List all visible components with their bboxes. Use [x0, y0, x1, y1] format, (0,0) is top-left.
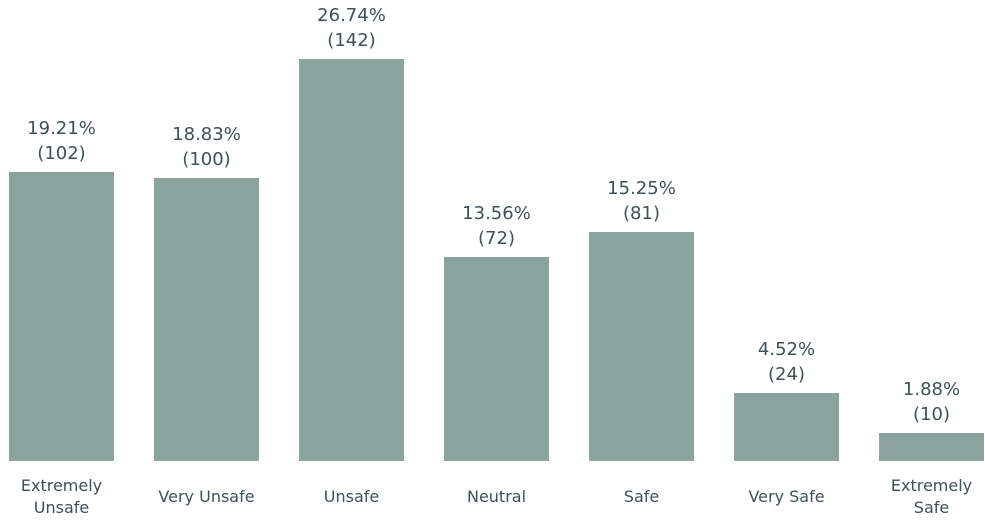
value-label: 13.56%	[462, 203, 531, 225]
bar-column: 1.88% (10) Extremely Safe	[879, 0, 984, 520]
count-label: (10)	[913, 403, 950, 425]
bar	[734, 393, 839, 461]
bar	[444, 257, 549, 461]
bar-column: 26.74% (142) Unsafe	[299, 0, 404, 520]
value-label: 15.25%	[607, 177, 676, 199]
count-label: (81)	[623, 202, 660, 224]
x-tick-label: Extremely Unsafe	[20, 476, 103, 517]
bar	[299, 59, 404, 461]
count-label: (24)	[768, 364, 805, 386]
bar-column: 4.52% (24) Very Safe	[734, 0, 839, 520]
data-label: 4.52% (24)	[714, 337, 859, 387]
count-label: (142)	[327, 30, 376, 52]
bar-column: 19.21% (102) Extremely Unsafe	[9, 0, 114, 520]
data-label: 13.56% (72)	[424, 201, 569, 251]
x-tick-label: Extremely Safe	[890, 476, 973, 517]
bar-column: 13.56% (72) Neutral	[444, 0, 549, 520]
value-label: 4.52%	[757, 339, 816, 361]
count-label: (100)	[182, 149, 231, 170]
value-label: 1.88%	[902, 378, 961, 400]
data-label: 1.88% (10)	[859, 377, 985, 427]
value-label: 18.83%	[172, 124, 241, 145]
bar	[879, 432, 984, 461]
data-label: 19.21% (102)	[0, 116, 134, 166]
value-label: 26.74%	[317, 5, 386, 27]
data-label: 15.25% (81)	[569, 176, 714, 226]
x-tick-label: Unsafe	[323, 487, 380, 506]
count-label: (102)	[37, 143, 86, 165]
x-tick-label: Very Unsafe	[158, 487, 255, 506]
data-label: 18.83% (100)	[134, 122, 279, 172]
x-tick-label: Very Safe	[748, 487, 825, 506]
bar-column: 18.83% (100) Very Unsafe	[154, 0, 259, 520]
x-tick-label: Safe	[623, 487, 660, 506]
bar	[154, 177, 259, 461]
value-label: 19.21%	[27, 118, 96, 140]
count-label: (72)	[478, 228, 515, 250]
bar	[589, 231, 694, 461]
bar	[9, 172, 114, 461]
data-label: 26.74% (142)	[279, 3, 424, 53]
x-tick-label: Neutral	[466, 487, 527, 506]
bar-column: 15.25% (81) Safe	[589, 0, 694, 520]
